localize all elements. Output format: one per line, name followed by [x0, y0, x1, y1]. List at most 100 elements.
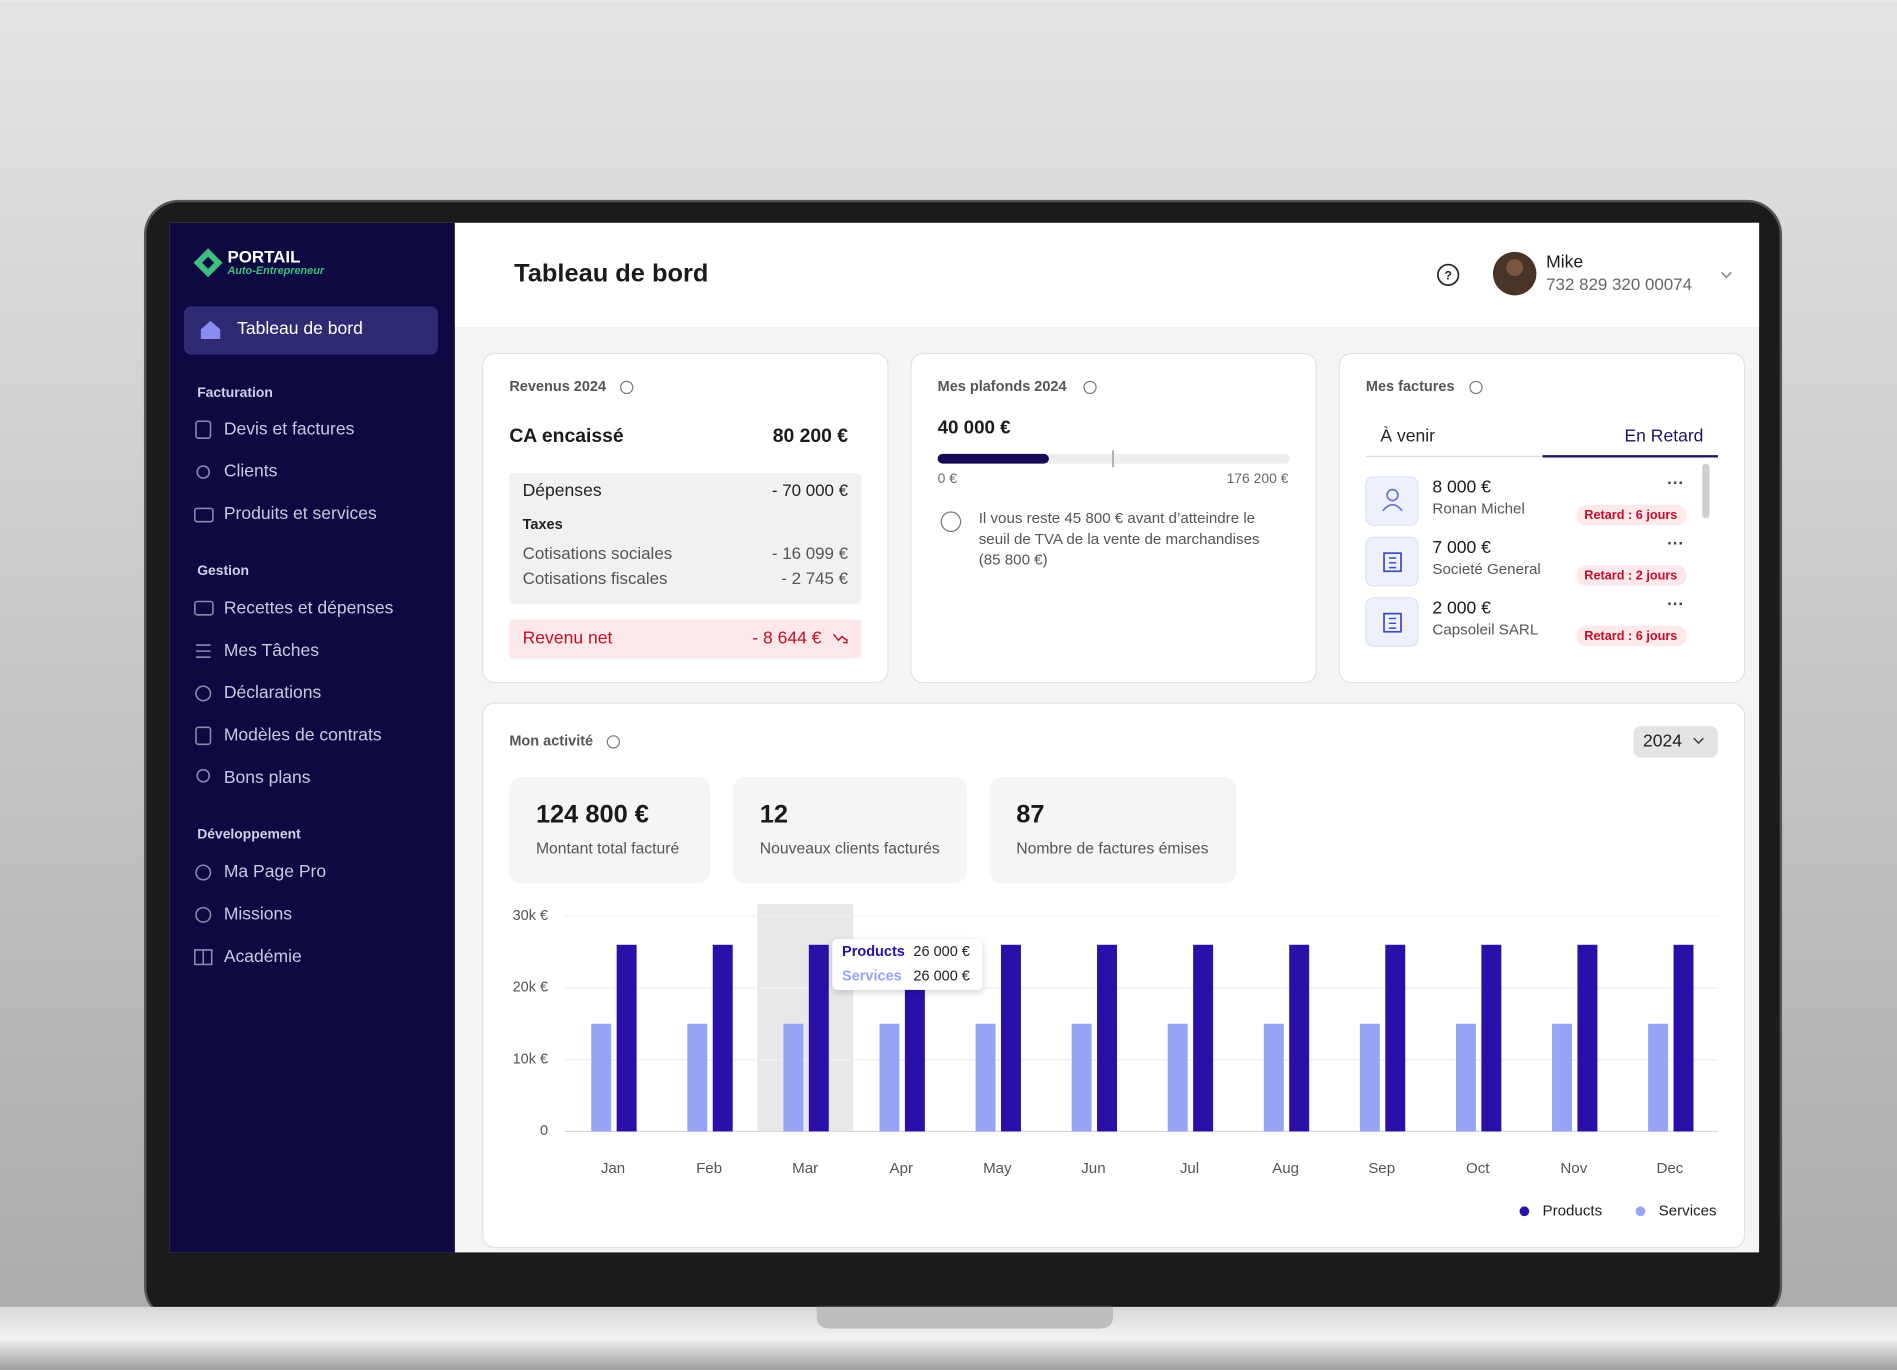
tooltip-name: Services: [842, 968, 902, 984]
nav-item[interactable]: Modèles de contrats: [224, 724, 382, 744]
card-title: Mes plafonds 2024: [938, 379, 1067, 395]
revenus-card: Revenus 2024 CA encaissé 80 200 € Dépens…: [482, 352, 889, 684]
scrollbar[interactable]: [1702, 463, 1710, 519]
x-tick-label: May: [983, 1160, 1012, 1177]
year-select[interactable]: [1633, 726, 1718, 758]
note-line: Il vous reste 45 800 € avant d’atteindre…: [979, 510, 1255, 527]
plafond-value: 40 000 €: [938, 416, 1012, 437]
note-line: seuil de TVA de la vente de marchandises: [979, 531, 1260, 548]
card: [1338, 352, 1746, 684]
bar: [1481, 944, 1502, 1132]
help-icon-glyph: ?: [1444, 268, 1451, 282]
nav-section: Facturation: [197, 384, 273, 400]
building-icon: [1388, 617, 1397, 629]
tax-value: - 2 745 €: [781, 569, 848, 588]
legend-label: Services: [1659, 1202, 1717, 1219]
trend-icon: [833, 633, 848, 644]
net-box: [509, 619, 862, 659]
card-title: Mes factures: [1366, 379, 1455, 395]
x-tick-label: Aug: [1272, 1160, 1299, 1177]
building-icon: [1383, 612, 1402, 633]
status-label: Retard : 6 jours: [1584, 629, 1677, 643]
y-tick-label: 20k €: [513, 980, 548, 996]
tab-active[interactable]: En Retard: [1624, 426, 1703, 446]
bar: [1071, 1023, 1092, 1132]
year-chevron: [1693, 737, 1704, 745]
nav-item[interactable]: Bons plans: [224, 767, 311, 787]
bar: [712, 944, 733, 1132]
net-label: Revenu net: [523, 628, 613, 648]
nav-icon: [195, 644, 211, 658]
nav-icon: [193, 949, 213, 966]
card: [910, 352, 1317, 684]
ca-label: CA encaissé: [509, 425, 624, 447]
help-icon[interactable]: [1437, 263, 1460, 287]
sidebar-bg: [169, 222, 455, 1253]
nav-icon: [193, 507, 214, 523]
legend-marker: [1519, 1206, 1530, 1217]
tab[interactable]: À venir: [1380, 426, 1435, 446]
x-tick-label: Mar: [792, 1160, 818, 1177]
nav-item[interactable]: Ma Page Pro: [224, 861, 327, 881]
bar: [1097, 944, 1118, 1132]
bar: [808, 944, 829, 1132]
nav-icon: [195, 906, 212, 923]
info-icon[interactable]: [1083, 380, 1097, 395]
info-icon[interactable]: [1469, 380, 1483, 395]
nav-item-active[interactable]: Tableau de bord: [237, 318, 363, 338]
bar: [1359, 1023, 1380, 1132]
card-title: Revenus 2024: [509, 379, 606, 395]
tooltip-name: Products: [842, 944, 905, 960]
nav-item[interactable]: Recettes et dépenses: [224, 597, 394, 617]
nav-item[interactable]: Mes Tâches: [224, 640, 319, 660]
bar: [783, 1023, 804, 1132]
nav-icon: [196, 768, 211, 783]
nav-item[interactable]: Clients: [224, 461, 278, 481]
card-title: Mon activité: [509, 734, 593, 750]
stat-value: 87: [1016, 800, 1044, 828]
invoice-amount: 7 000 €: [1432, 537, 1491, 557]
status-label: Retard : 2 jours: [1584, 568, 1677, 582]
bar: [1577, 944, 1598, 1132]
info-icon[interactable]: [606, 735, 621, 749]
user-id: 732 829 320 00074: [1546, 275, 1692, 294]
bar: [1673, 944, 1694, 1132]
nav-item[interactable]: Missions: [224, 904, 292, 924]
laptop-notch: [816, 1306, 1114, 1329]
legend-label: Products: [1543, 1202, 1603, 1219]
invoice-menu[interactable]: ···: [1667, 534, 1684, 553]
status-label: Retard : 6 jours: [1584, 508, 1677, 522]
nav-item[interactable]: Produits et services: [224, 503, 377, 523]
invoice-menu[interactable]: ···: [1667, 595, 1684, 614]
invoice-icon-box: [1365, 536, 1419, 587]
year-value[interactable]: 2024: [1643, 731, 1682, 751]
stat-label: Montant total facturé: [536, 841, 680, 858]
stat-value: 124 800 €: [536, 800, 649, 828]
nav-item[interactable]: Déclarations: [224, 682, 322, 702]
x-tick-label: Dec: [1656, 1160, 1683, 1177]
y-tick-label: 0: [540, 1123, 548, 1139]
bar: [616, 944, 637, 1132]
invoice-list: 8 000 € Ronan Michel ··· Retard : 6 jours 7 …: [1365, 474, 1687, 647]
invoice-menu[interactable]: ···: [1667, 474, 1684, 493]
invoice-client: Ronan Michel: [1432, 501, 1524, 518]
nav-item[interactable]: Académie: [224, 946, 302, 966]
progress-fill: [937, 453, 1049, 464]
building-icon: [1388, 557, 1397, 569]
bar: [1263, 1023, 1284, 1132]
factures-card: Mes factures À venir En Retard 8 000 € Ro…: [1338, 352, 1746, 684]
person-icon: [1382, 503, 1403, 512]
nav-active-bg[interactable]: [183, 306, 438, 355]
bar: [687, 1023, 708, 1132]
taxes-label: Taxes: [523, 517, 563, 533]
hover-band: [757, 903, 854, 1132]
nav-item[interactable]: Devis et factures: [224, 418, 355, 438]
invoice-icon-box: [1365, 597, 1419, 647]
net-value: - 8 644 €: [752, 628, 821, 648]
user-menu-chevron[interactable]: [1721, 271, 1732, 279]
status-pill: [1576, 565, 1687, 586]
bar: [1455, 1023, 1476, 1132]
bar: [1289, 944, 1310, 1132]
info-icon[interactable]: [620, 380, 634, 395]
